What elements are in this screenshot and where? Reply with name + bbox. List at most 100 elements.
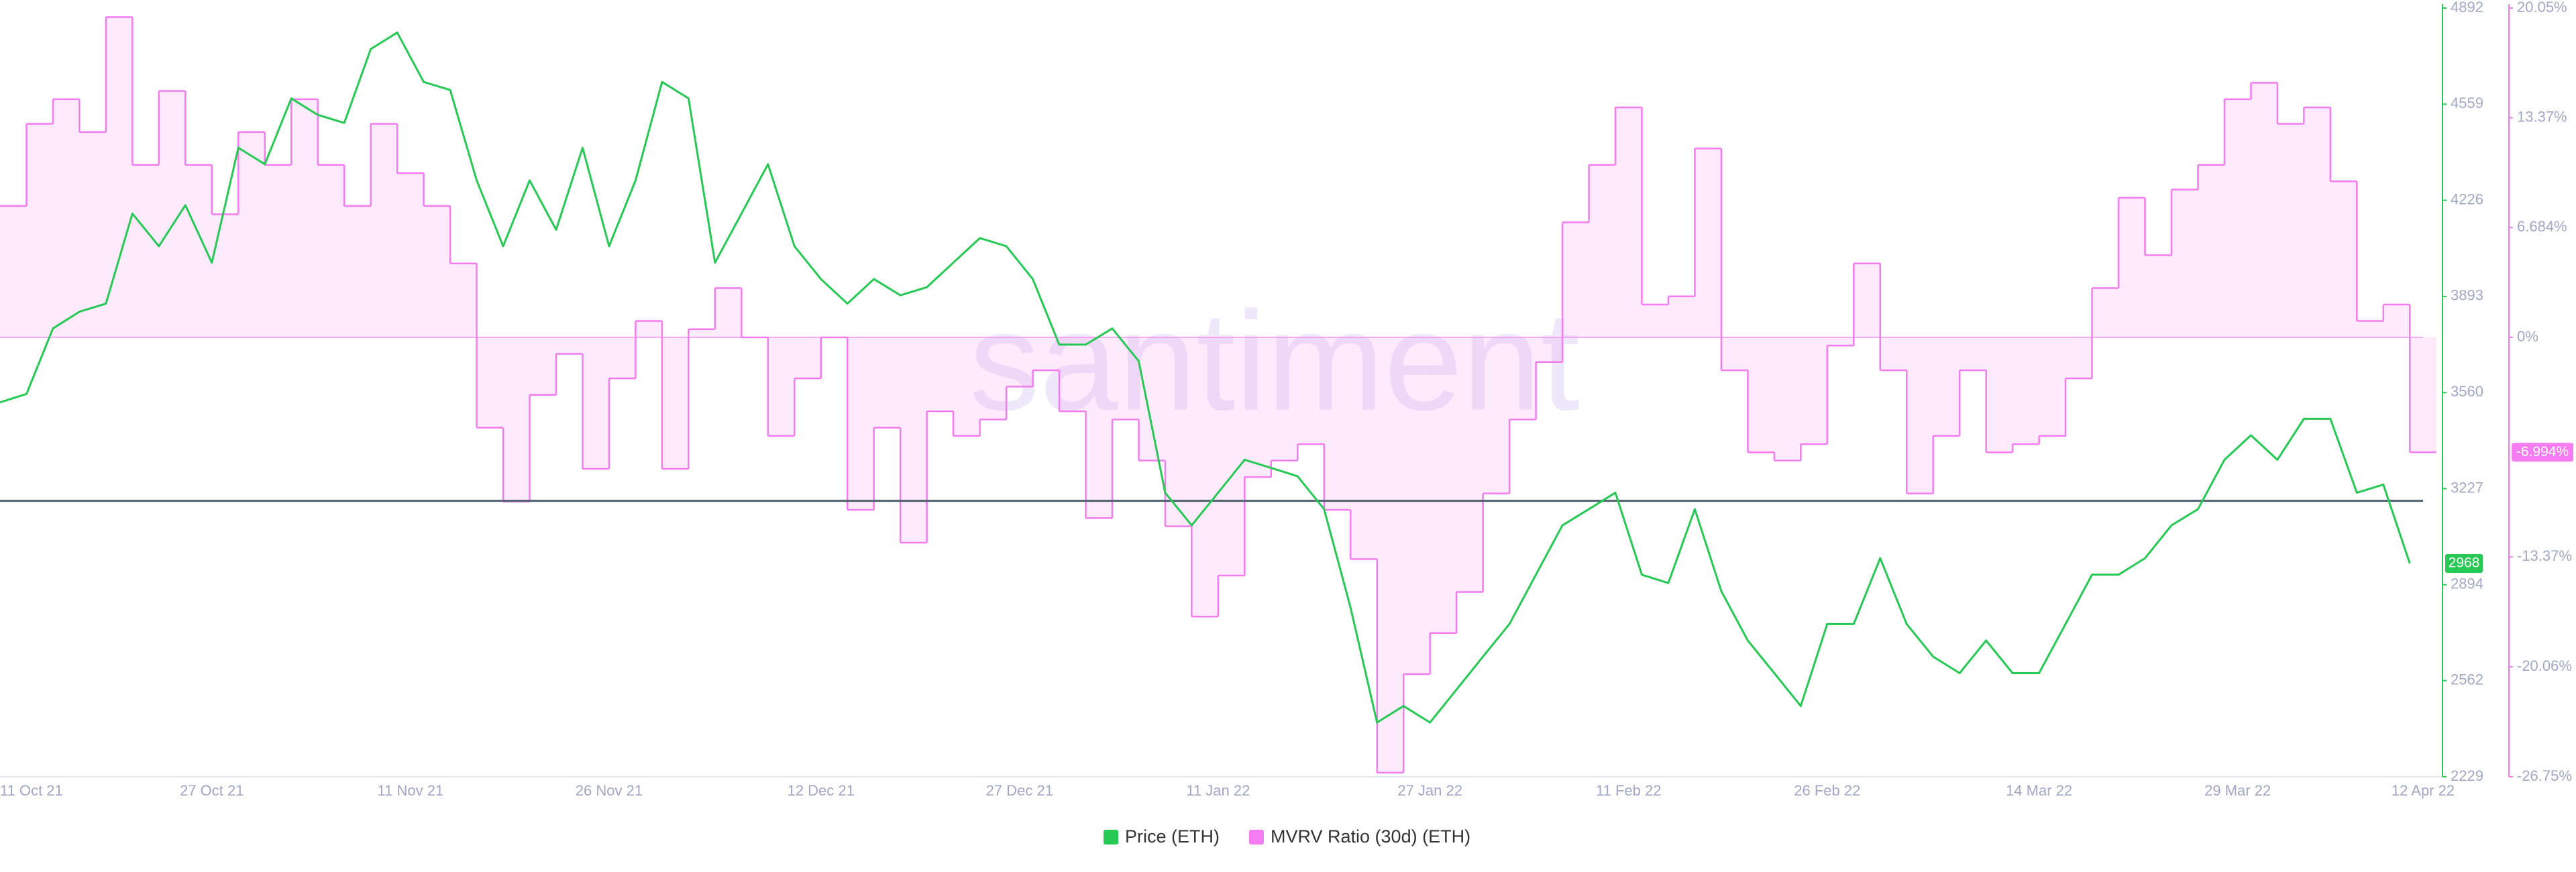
mvrv-badge-text: -6.994%	[2516, 444, 2569, 459]
mvrv-area	[714, 288, 742, 337]
y-tick-label: 2894	[2451, 576, 2483, 592]
mvrv-area	[1774, 337, 1801, 461]
mvrv-area	[2357, 321, 2383, 337]
mvrv-area	[608, 337, 636, 379]
mvrv-area	[1536, 337, 1563, 362]
legend-label: Price (ETH)	[1125, 826, 1220, 847]
y-tick-label: 4892	[2451, 0, 2483, 15]
mvrv-area	[317, 164, 345, 337]
mvrv-area	[1854, 263, 1880, 337]
mvrv-badge	[2512, 443, 2573, 462]
mvrv-area	[132, 164, 159, 337]
mvrv-area	[26, 123, 53, 337]
x-tick-label: 26 Feb 22	[1794, 782, 1860, 799]
mvrv-area	[2012, 337, 2039, 445]
mvrv-area	[1827, 337, 1854, 346]
mvrv-area	[2171, 189, 2198, 337]
mvrv-area	[370, 123, 398, 337]
mvrv-area	[794, 337, 821, 379]
mvrv-area	[1801, 337, 1827, 445]
mvrv-area	[1138, 337, 1165, 461]
y-tick-label: 2562	[2451, 671, 2483, 688]
mvrv-area	[2251, 83, 2277, 337]
mvrv-area	[688, 329, 715, 337]
mvrv-area	[52, 99, 80, 337]
mvrv-area	[1377, 337, 1404, 773]
price-badge-text: 2968	[2449, 555, 2480, 571]
mvrv-area	[1191, 337, 1218, 617]
mvrv-area	[185, 164, 212, 337]
mvrv-area	[1006, 337, 1033, 387]
y-tick-label: 2229	[2451, 767, 2483, 784]
mvrv-area	[2224, 99, 2251, 337]
mvrv-area	[2330, 181, 2357, 337]
mvrv-area	[1960, 337, 1986, 370]
mvrv-area	[1695, 148, 1721, 337]
mvrv-area	[1483, 337, 1510, 494]
price-line	[0, 32, 2411, 724]
mvrv-area	[344, 206, 371, 337]
x-tick-label: 11 Jan 22	[1186, 782, 1250, 799]
mvrv-area	[158, 91, 186, 337]
mvrv-area	[291, 99, 318, 337]
legend-swatch	[1104, 830, 1118, 844]
mvrv-area	[1589, 164, 1615, 337]
mvrv-area	[1562, 222, 1589, 337]
mvrv-area	[635, 321, 662, 337]
mvrv-area	[1403, 337, 1430, 674]
y2-tick-label: 0%	[2517, 328, 2538, 345]
legend-swatch	[1249, 830, 1264, 844]
y2-tick-label: -26.75%	[2517, 767, 2572, 784]
x-tick-label: 12 Apr 22	[2392, 782, 2455, 799]
mvrv-area	[1721, 337, 1748, 370]
mvrv-area	[79, 131, 106, 337]
mvrv-area	[661, 337, 689, 469]
mvrv-area	[847, 337, 874, 510]
mvrv-area	[1112, 337, 1139, 420]
mvrv-area	[2198, 164, 2224, 337]
mvrv-area	[211, 214, 239, 337]
mvrv-area	[476, 337, 504, 428]
mvrv-area	[2065, 337, 2092, 379]
mvrv-area	[1986, 337, 2013, 453]
x-tick-label: 14 Mar 22	[2006, 782, 2072, 799]
y-tick-label: 3560	[2451, 383, 2483, 400]
mvrv-area	[2118, 197, 2145, 337]
x-tick-label: 11 Oct 21	[0, 782, 63, 799]
mvrv-area	[0, 206, 27, 337]
mvrv-area	[926, 337, 954, 412]
y-tick-label: 4226	[2451, 190, 2483, 207]
x-tick-label: 12 Dec 21	[788, 782, 855, 799]
mvrv-area	[2277, 123, 2304, 337]
y-tick-label: 4559	[2451, 95, 2483, 111]
mvrv-area	[1032, 337, 1060, 370]
x-tick-label: 27 Jan 22	[1397, 782, 1462, 799]
mvrv-area	[1642, 304, 1668, 337]
mvrv-area	[2092, 288, 2119, 337]
mvrv-area	[1668, 296, 1695, 337]
mvrv-area	[767, 337, 795, 436]
y2-tick-label: -13.37%	[2517, 547, 2572, 564]
mvrv-area	[2383, 304, 2410, 337]
mvrv-area	[1297, 337, 1324, 445]
y2-tick-label: 13.37%	[2517, 108, 2567, 125]
x-tick-label: 29 Mar 22	[2204, 782, 2271, 799]
mvrv-area	[1085, 337, 1112, 519]
x-tick-label: 27 Oct 21	[180, 782, 244, 799]
mvrv-area	[503, 337, 530, 502]
mvrv-series	[0, 16, 2436, 774]
price-badge	[2445, 553, 2483, 573]
mvrv-area	[1271, 337, 1298, 461]
y2-tick-label: 20.05%	[2517, 0, 2567, 15]
mvrv-area	[1933, 337, 1960, 436]
mvrv-area	[2304, 107, 2330, 337]
legend-label: MVRV Ratio (30d) (ETH)	[1271, 826, 1470, 847]
mvrv-area	[1509, 337, 1536, 420]
mvrv-area	[1748, 337, 1774, 453]
mvrv-area	[582, 337, 609, 469]
mvrv-area	[1244, 337, 1271, 478]
x-tick-label: 26 Nov 21	[576, 782, 643, 799]
mvrv-area	[555, 337, 583, 354]
mvrv-area	[1350, 337, 1377, 559]
x-tick-label: 11 Feb 22	[1596, 782, 1661, 799]
